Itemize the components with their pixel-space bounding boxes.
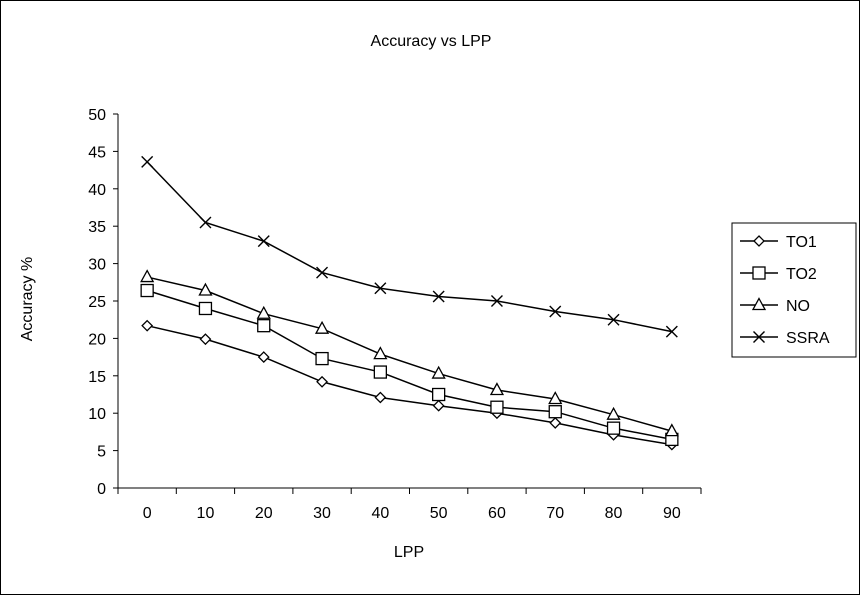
data-point-to1 xyxy=(141,319,154,332)
legend-marker-no xyxy=(751,297,767,311)
data-point-ssra xyxy=(490,295,503,307)
data-point-no xyxy=(606,406,621,420)
data-point-ssra xyxy=(257,235,270,248)
series-line-to2 xyxy=(146,289,672,441)
series-to2 xyxy=(140,283,679,447)
series-no xyxy=(140,269,679,437)
x-tick-label: 80 xyxy=(605,505,623,522)
legend-item-to1: TO1 xyxy=(740,234,817,251)
legend-item-to2: TO2 xyxy=(740,266,817,283)
series-to1 xyxy=(141,319,678,451)
data-point-to2 xyxy=(198,301,213,316)
x-axis-label: LPP xyxy=(394,544,424,561)
data-point-to2 xyxy=(373,365,388,379)
axes: 0 5 10 15 20 25 30 35 40 45 50 0 10 20 30 40 50 60 70 80 90 xyxy=(88,107,702,522)
legend-marker-to2 xyxy=(752,266,766,280)
data-point-ssra xyxy=(607,313,620,326)
legend-marker-to1 xyxy=(753,235,765,247)
x-tick-label: 90 xyxy=(663,505,681,522)
data-point-ssra xyxy=(199,216,212,229)
x-tick-label: 0 xyxy=(143,505,152,522)
series-line-no xyxy=(146,276,673,432)
data-point-to2 xyxy=(315,351,329,366)
x-tick-label: 50 xyxy=(430,505,448,522)
data-point-ssra xyxy=(432,290,445,303)
series-layer xyxy=(140,155,679,451)
y-tick-label: 5 xyxy=(97,444,106,461)
legend-item-no: NO xyxy=(740,297,810,315)
data-point-no xyxy=(548,391,563,405)
x-tick-label: 10 xyxy=(197,505,215,522)
x-tick-label: 20 xyxy=(255,505,273,522)
data-point-to2 xyxy=(140,283,154,298)
y-tick-label: 40 xyxy=(88,182,106,199)
y-tick-label: 30 xyxy=(88,257,106,274)
series-line-to1 xyxy=(146,324,672,446)
legend-item-ssra: SSRA xyxy=(740,330,830,347)
data-point-to2 xyxy=(490,400,504,414)
legend-label-to1: TO1 xyxy=(786,234,817,251)
data-point-to1 xyxy=(199,333,212,346)
legend-label-ssra: SSRA xyxy=(786,330,830,347)
data-point-ssra xyxy=(316,266,329,279)
x-tick-label: 60 xyxy=(488,505,506,522)
data-point-ssra xyxy=(549,305,562,318)
data-point-to2 xyxy=(431,387,446,402)
data-point-no xyxy=(489,382,505,396)
legend-marker-ssra xyxy=(753,331,765,343)
y-tick-label: 25 xyxy=(88,294,106,311)
y-tick-label: 50 xyxy=(88,107,106,124)
data-point-to1 xyxy=(432,399,445,412)
y-tick-label: 0 xyxy=(97,481,106,498)
data-point-to1 xyxy=(316,375,328,388)
legend: TO1 TO2 NO SSRA xyxy=(731,222,857,358)
data-point-to2 xyxy=(606,421,621,435)
data-point-to1 xyxy=(257,351,270,364)
x-tick-label: 40 xyxy=(371,505,389,522)
data-point-ssra xyxy=(141,155,154,168)
data-point-to1 xyxy=(374,391,387,404)
data-point-to1 xyxy=(549,417,562,429)
data-point-no xyxy=(431,365,446,379)
data-point-to2 xyxy=(257,319,271,333)
data-point-no xyxy=(140,269,155,283)
data-point-no xyxy=(373,346,388,360)
y-tick-label: 20 xyxy=(88,331,106,348)
data-point-no xyxy=(256,305,271,319)
data-point-no xyxy=(664,423,679,437)
series-line-ssra xyxy=(146,161,673,333)
y-axis-label: Accuracy % xyxy=(19,257,36,341)
data-point-no xyxy=(198,282,213,296)
y-tick-label: 35 xyxy=(88,219,106,236)
y-tick-label: 45 xyxy=(88,144,106,161)
data-point-no xyxy=(314,320,330,334)
legend-label-to2: TO2 xyxy=(786,266,817,283)
legend-box xyxy=(731,222,857,358)
data-point-ssra xyxy=(665,325,678,338)
x-tick-label: 30 xyxy=(313,505,331,522)
y-tick-label: 10 xyxy=(88,406,106,423)
x-tick-label: 70 xyxy=(546,505,564,522)
data-point-ssra xyxy=(374,282,387,295)
chart-title: Accuracy vs LPP xyxy=(371,33,492,50)
y-tick-label: 15 xyxy=(88,369,106,386)
legend-label-no: NO xyxy=(786,298,810,315)
data-point-to2 xyxy=(548,405,562,419)
series-ssra xyxy=(141,155,678,338)
